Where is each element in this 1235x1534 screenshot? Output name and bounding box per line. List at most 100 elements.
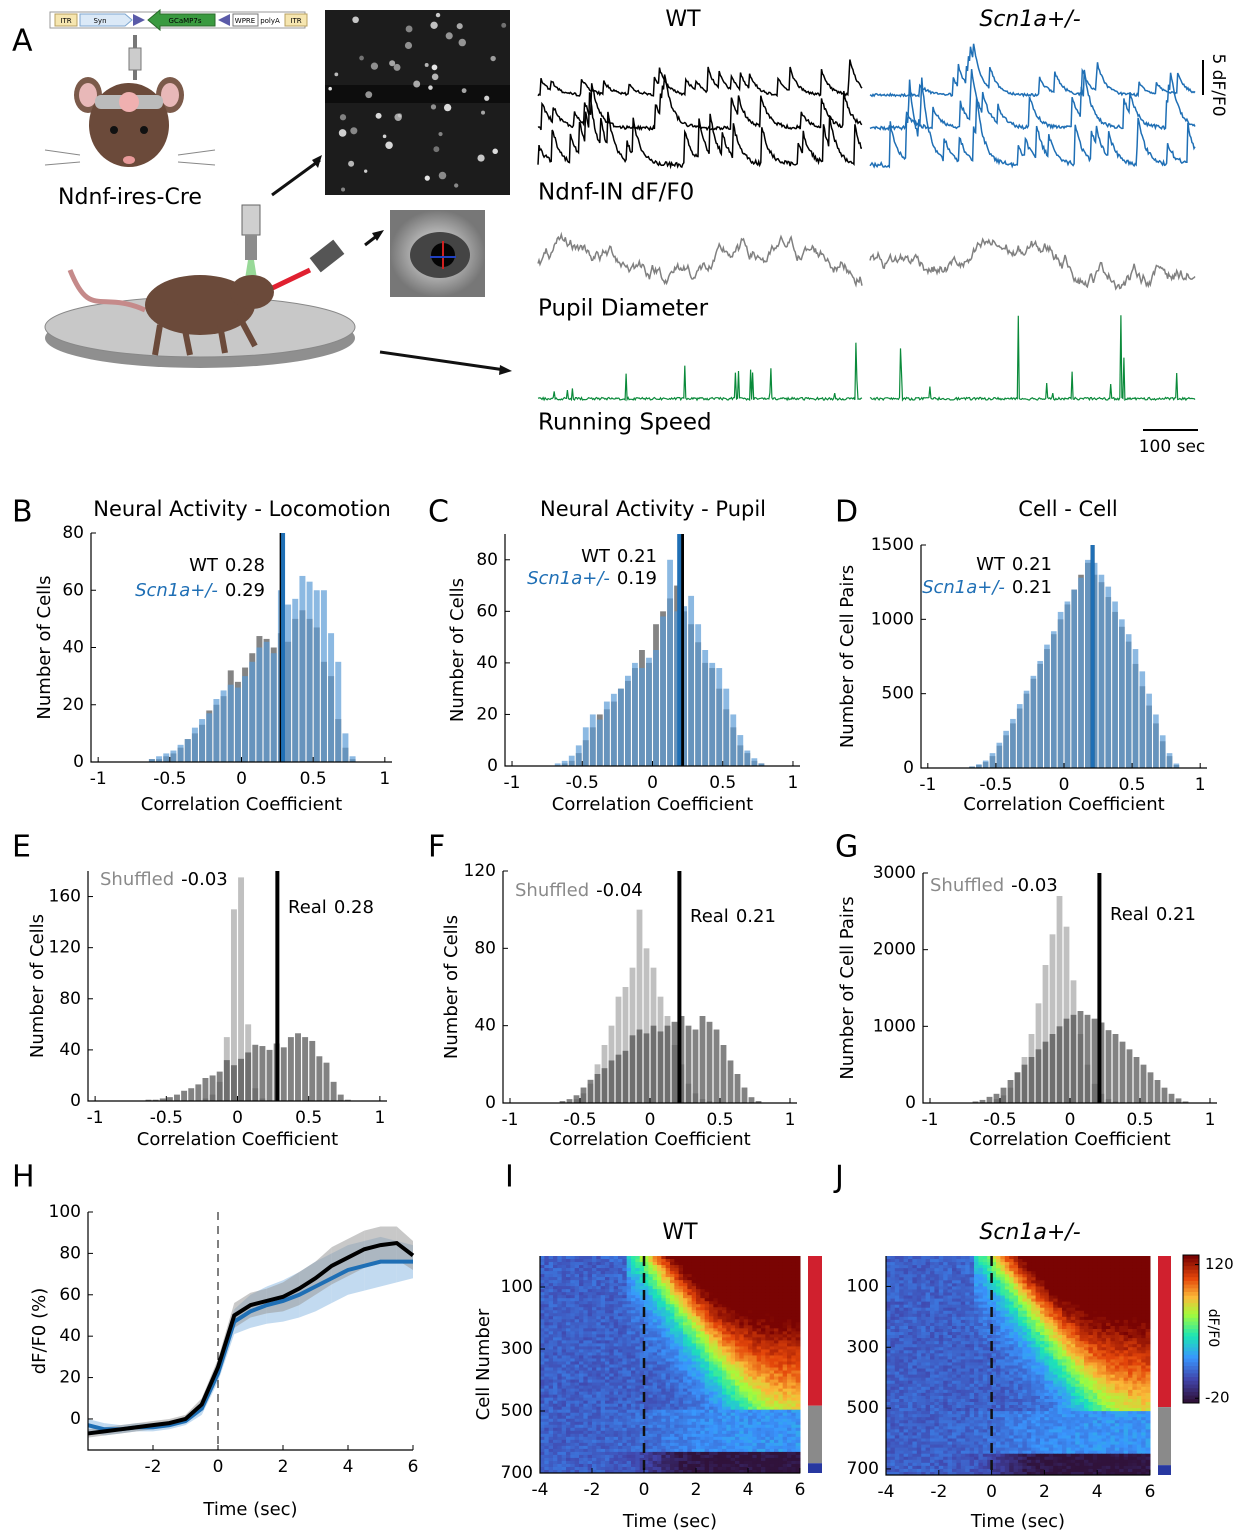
bar <box>716 668 722 766</box>
bar <box>576 745 582 766</box>
bar <box>267 1050 273 1101</box>
bar <box>299 576 305 762</box>
bar <box>1008 1080 1014 1103</box>
bar <box>1146 694 1152 768</box>
y-tick-label: 120 <box>464 861 496 881</box>
bar <box>192 728 198 762</box>
bar <box>331 1082 337 1101</box>
y-tick-label: 20 <box>59 1368 81 1388</box>
bar <box>700 1016 706 1103</box>
y-tick-label: 80 <box>59 989 81 1009</box>
bar <box>1167 753 1173 768</box>
chart-title: Neural Activity - Locomotion <box>93 497 391 521</box>
y-tick-label: 80 <box>476 550 498 570</box>
y-tick-label: 40 <box>59 1040 81 1060</box>
bar <box>1037 661 1043 768</box>
bar <box>987 1097 993 1103</box>
x-tick-label: 1 <box>379 769 390 789</box>
bar <box>295 1033 301 1101</box>
bar <box>264 642 270 762</box>
trace-label: Ndnf-IN dF/F0 <box>538 180 694 206</box>
bar <box>1113 1034 1119 1103</box>
y-tick-label: 60 <box>476 601 498 621</box>
y-axis-label: dF/F0 (%) <box>29 1288 50 1375</box>
bar <box>1064 1019 1070 1103</box>
bar <box>163 753 169 762</box>
y-tick-label: 40 <box>474 1016 496 1036</box>
bar <box>1126 634 1132 768</box>
x-tick-label: 0.5 <box>295 1108 322 1128</box>
bar <box>1051 631 1057 768</box>
x-tick-label: -1 <box>504 773 521 793</box>
x-tick-label: 0.5 <box>1126 1110 1153 1130</box>
construct-label: ITR <box>60 17 71 25</box>
bar <box>721 1045 727 1103</box>
x-tick-label: -0.5 <box>979 775 1012 795</box>
bar <box>1162 1088 1168 1103</box>
median-label: Scn1a+/-0.19 <box>527 568 657 589</box>
bar <box>702 650 708 766</box>
y-tick-label: 80 <box>474 938 496 958</box>
median-value: -0.03 <box>181 869 228 890</box>
bar <box>632 663 638 766</box>
trace <box>538 60 862 96</box>
x-tick-label: 0.5 <box>300 769 327 789</box>
y-tick-label: 80 <box>59 1243 81 1263</box>
y-tick-label: 1000 <box>873 1016 916 1036</box>
panel-letter: G <box>835 830 858 865</box>
x-tick-label: 0 <box>213 1457 224 1477</box>
bar <box>609 1060 615 1103</box>
median-value: 0.21 <box>1156 904 1196 925</box>
colorbar-label: dF/F0 <box>1205 1309 1221 1348</box>
x-axis-label: Correlation Coefficient <box>552 794 753 815</box>
x-tick-label: -1 <box>919 775 936 795</box>
mouse-line: Ndnf-ires-Cre <box>58 185 202 210</box>
group-bar <box>808 1406 822 1464</box>
construct-label: ITR <box>290 17 301 25</box>
y-tick-label: 100 <box>49 1202 81 1222</box>
bar <box>1078 578 1084 768</box>
construct-label: WPRE <box>235 17 255 25</box>
y-tick-label: 3000 <box>873 863 916 883</box>
median-label: Real0.28 <box>288 897 374 918</box>
y-tick-label: 300 <box>847 1337 879 1357</box>
construct-label: Syn <box>93 17 106 25</box>
bar <box>693 1030 699 1103</box>
bar <box>602 1068 608 1103</box>
median-value: -0.04 <box>596 880 643 901</box>
y-tick-label: 60 <box>59 1285 81 1305</box>
bar <box>665 1026 671 1103</box>
bar <box>249 662 255 762</box>
bar <box>1106 1030 1112 1103</box>
bar <box>199 719 205 762</box>
bar <box>1078 1011 1084 1103</box>
x-tick-label: -0.5 <box>153 769 186 789</box>
bar <box>597 720 603 766</box>
bar <box>651 1026 657 1103</box>
x-tick-label: 1 <box>788 773 799 793</box>
bar <box>1140 671 1146 768</box>
heatmap <box>540 1256 801 1474</box>
series-name: Scn1a+/- <box>527 568 610 589</box>
x-axis-label: Time (sec) <box>970 1511 1065 1532</box>
bar <box>1071 1015 1077 1103</box>
bar <box>188 1088 194 1101</box>
x-tick-label: 0 <box>639 1480 650 1500</box>
bar <box>1031 676 1037 768</box>
series-name: WT <box>581 546 611 567</box>
bar <box>242 676 248 762</box>
scale-label: 5 dF/F0 <box>1208 53 1228 116</box>
bar <box>221 690 227 762</box>
bar <box>728 1060 734 1103</box>
x-axis-label: Correlation Coefficient <box>963 794 1164 815</box>
median-label: Shuffled-0.04 <box>515 880 643 901</box>
bar <box>751 758 757 766</box>
y-axis-label: Number of Cells <box>447 578 468 722</box>
x-tick-label: 6 <box>1145 1482 1156 1502</box>
construct-label: GCaMP7s <box>169 17 202 25</box>
bar <box>723 689 729 766</box>
series-name: Shuffled <box>100 869 174 890</box>
bar <box>1024 691 1030 768</box>
bar <box>1141 1065 1147 1103</box>
